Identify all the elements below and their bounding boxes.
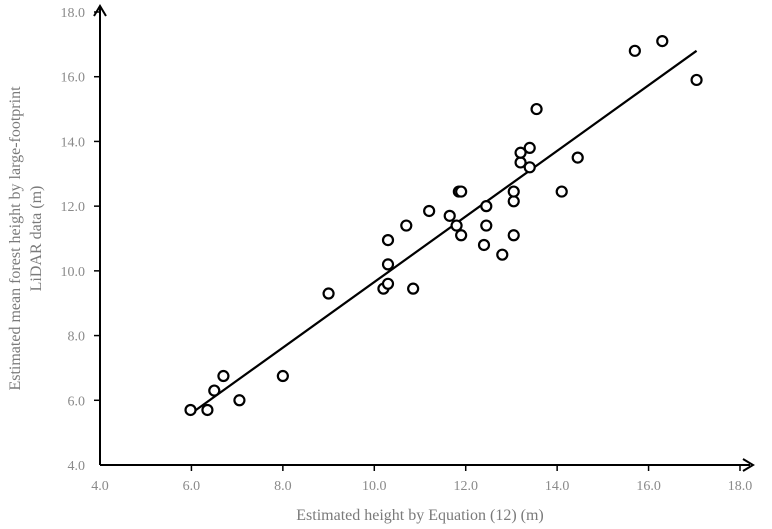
data-point [690,73,703,87]
y-axis-title-line: Estimated mean forest height by large-fo… [7,86,24,391]
x-tick-label: 14.0 [545,479,570,494]
x-tick-label: 18.0 [728,479,753,494]
data-point [450,219,463,232]
data-point [443,209,456,222]
y-tick-label: 6.0 [68,394,86,409]
y-tick-label: 18.0 [61,6,86,21]
data-point [381,277,395,290]
data-point [233,394,246,407]
x-tick-label: 12.0 [453,479,478,494]
y-tick-label: 16.0 [61,71,86,86]
data-point [555,185,568,198]
y-tick-label: 12.0 [61,200,86,215]
trendline [190,49,698,415]
data-point [322,287,335,300]
data-point [423,204,436,218]
data-point [514,146,527,159]
y-axis-title: Estimated mean forest height by large-fo… [7,86,45,391]
data-point [507,185,520,198]
data-point [480,200,493,213]
data-point [480,219,493,232]
data-point [530,102,543,116]
data-point [381,234,395,247]
y-tick-label: 4.0 [68,459,86,474]
y-tick-label: 10.0 [61,265,86,280]
y-axis-title-line: LiDAR data (m) [28,186,45,292]
data-point [381,258,395,271]
x-tick-label: 10.0 [362,479,387,494]
data-point [571,151,584,164]
data-point [407,282,420,295]
data-point [455,185,468,198]
y-tick-label: 8.0 [68,330,86,345]
data-point [217,369,230,383]
data-point [523,161,536,174]
data-point [201,403,214,417]
axes [93,4,755,472]
data-point [276,369,289,383]
data-point [477,238,491,252]
y-tick-label: 14.0 [61,135,86,150]
data-point [507,229,520,242]
x-tick-label: 4.0 [91,479,109,494]
x-axis-arrow [742,458,755,472]
data-points [184,35,703,417]
data-point [496,248,509,261]
x-tick-label: 8.0 [274,479,292,494]
data-point [455,229,468,242]
data-point [184,403,197,417]
trendline-group [190,49,698,415]
y-tick-labels: 4.0 6.0 8.0 10.0 12.0 14.0 16.0 18.0 [61,6,86,474]
data-point [523,141,536,154]
x-axis-title: Estimated height by Equation (12) (m) [296,507,544,524]
data-point [400,219,413,232]
data-point [507,195,520,208]
data-point [656,35,669,48]
x-tick-label: 16.0 [636,479,661,494]
x-tick-labels: 4.0 6.0 8.0 10.0 12.0 14.0 16.0 18.0 [91,479,752,494]
data-point [208,384,221,397]
data-point [628,44,641,57]
x-tick-label: 6.0 [183,479,201,494]
